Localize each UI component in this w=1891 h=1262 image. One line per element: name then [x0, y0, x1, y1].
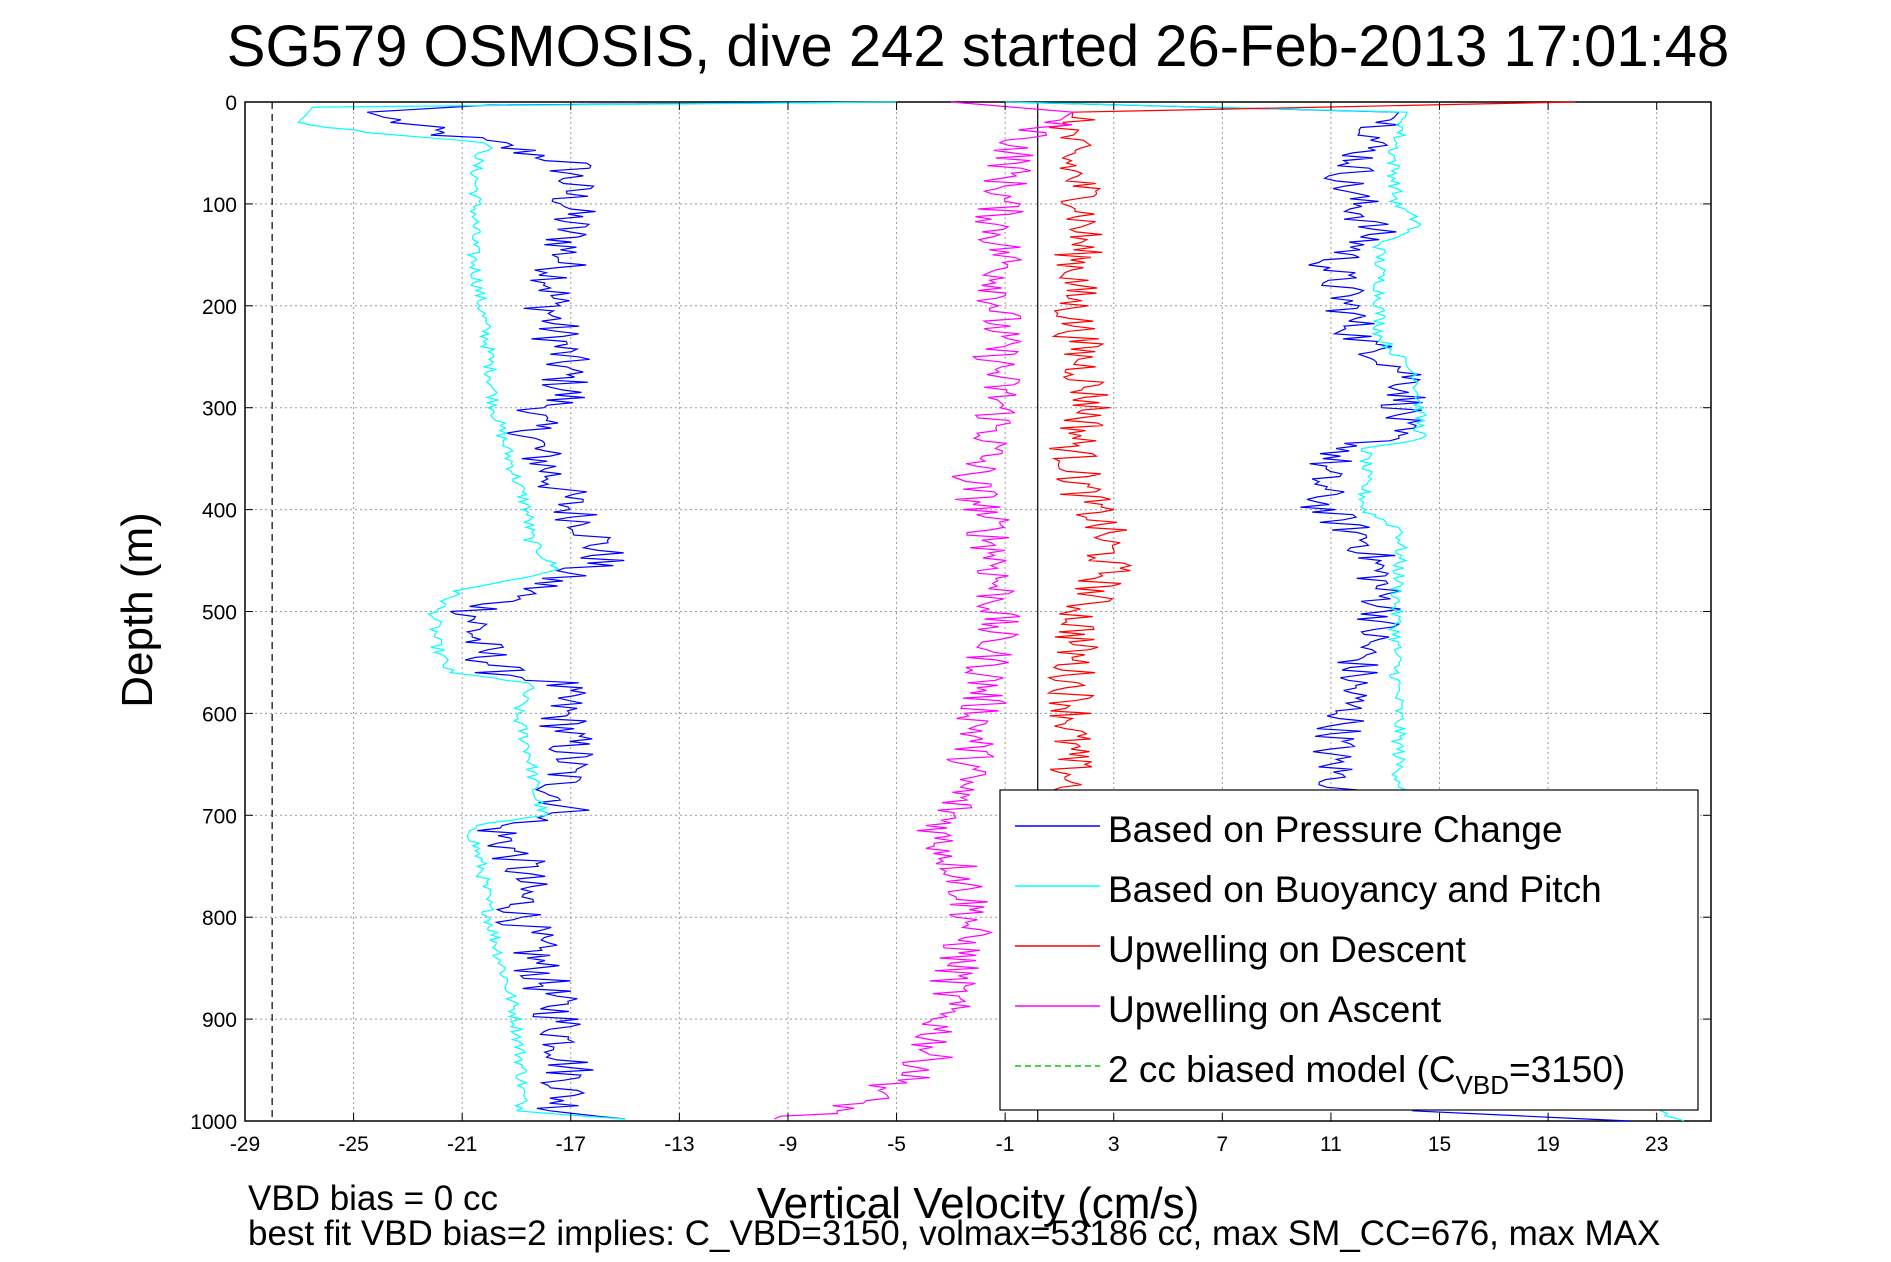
x-tick-label: -29	[230, 1133, 260, 1156]
y-tick-label: 700	[202, 805, 237, 828]
legend-label: 2 cc biased model (CVBD=3150)	[1108, 1049, 1625, 1100]
legend-box	[999, 789, 1699, 1111]
x-tick-label: -9	[779, 1133, 798, 1156]
y-tick-label: 0	[225, 92, 237, 115]
legend-label: Upwelling on Descent	[1108, 929, 1467, 970]
vbd-bias-note: VBD bias = 0 cc	[248, 1179, 498, 1218]
y-axis-label: Depth (m)	[113, 512, 162, 708]
legend-label: Based on Buoyancy and Pitch	[1108, 869, 1602, 910]
y-axis-ticks: 0 100 200 300 400 500 600 700 800 900 1000	[190, 92, 1711, 1134]
y-tick-label: 300	[202, 398, 237, 421]
legend-label: Upwelling on Ascent	[1108, 989, 1442, 1030]
y-tick-label: 400	[202, 500, 237, 523]
chart-title: SG579 OSMOSIS, dive 242 started 26-Feb-2…	[227, 14, 1729, 79]
x-tick-label: -25	[338, 1133, 368, 1156]
series-line	[297, 101, 897, 1120]
x-tick-label: -5	[887, 1133, 906, 1156]
x-tick-label: -21	[447, 1133, 477, 1156]
x-tick-label: 23	[1645, 1133, 1668, 1156]
x-tick-label: -1	[996, 1133, 1015, 1156]
x-tick-label: 19	[1536, 1133, 1559, 1156]
legend-label: Based on Pressure Change	[1108, 809, 1563, 850]
x-axis-label: Vertical Velocity (cm/s)	[757, 1179, 1200, 1228]
y-tick-label: 900	[202, 1009, 237, 1032]
y-tick-label: 800	[202, 907, 237, 930]
y-tick-label: 500	[202, 602, 237, 625]
x-tick-label: 11	[1320, 1133, 1342, 1156]
x-tick-label: -17	[556, 1133, 586, 1156]
x-axis-ticks: -29 -25 -21 -17 -13 -9 -5 -1 3 7 11 15 19 23	[230, 102, 1668, 1156]
x-tick-label: 15	[1428, 1133, 1451, 1156]
series-line	[367, 101, 897, 1120]
y-tick-label: 1000	[190, 1111, 237, 1134]
y-tick-label: 200	[202, 296, 237, 319]
series-line	[1046, 101, 1576, 816]
x-tick-label: 3	[1108, 1133, 1120, 1156]
x-tick-label: 7	[1216, 1133, 1228, 1156]
best-fit-note: best fit VBD bias=2 implies: C_VBD=3150,…	[248, 1214, 1660, 1253]
x-tick-label: -13	[664, 1133, 694, 1156]
y-tick-label: 600	[202, 703, 237, 726]
y-tick-label: 100	[202, 194, 237, 217]
legend: Based on Pressure Change Based on Buoyanc…	[999, 789, 1699, 1111]
series-line	[774, 101, 1076, 1120]
